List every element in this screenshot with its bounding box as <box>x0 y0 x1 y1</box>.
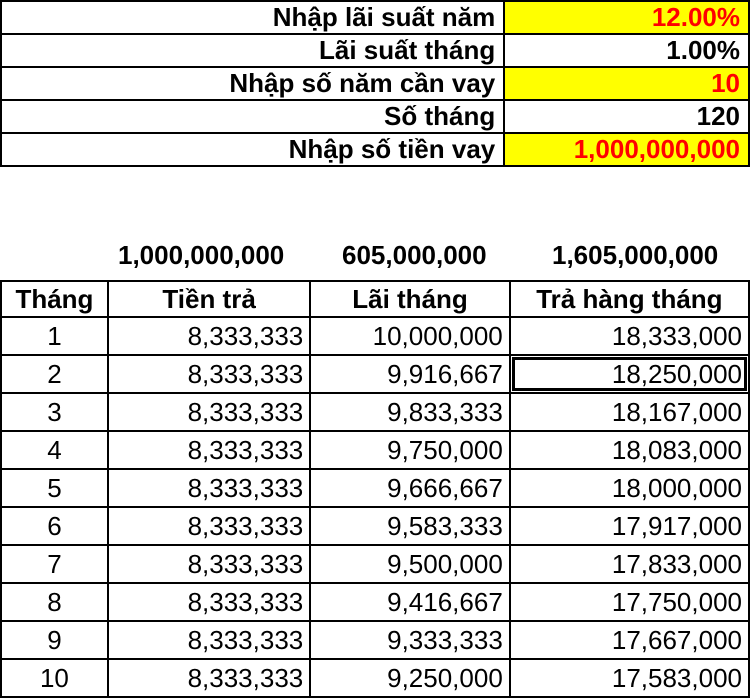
interest-cell[interactable]: 9,583,333 <box>309 506 511 546</box>
payment-cell[interactable]: 18,250,000 <box>508 354 750 394</box>
payment-cell[interactable]: 17,917,000 <box>508 506 750 546</box>
payment-cell[interactable]: 17,750,000 <box>508 582 750 622</box>
annual-rate-cell[interactable]: 12.00% <box>503 0 750 35</box>
principal-cell[interactable]: 8,333,333 <box>106 354 312 394</box>
month-cell[interactable]: 4 <box>0 430 109 470</box>
month-cell[interactable]: 2 <box>0 354 109 394</box>
total-payment-cell[interactable]: 1,605,000,000 <box>552 240 719 270</box>
principal-cell[interactable]: 8,333,333 <box>106 544 312 584</box>
month-cell[interactable]: 1 <box>0 316 109 356</box>
interest-cell[interactable]: 9,666,667 <box>309 468 511 508</box>
principal-cell[interactable]: 8,333,333 <box>106 468 312 508</box>
table-row: 1 8,333,333 10,000,000 18,333,000 <box>0 316 750 356</box>
month-cell[interactable]: 8 <box>0 582 109 622</box>
input-label: Nhập lãi suất năm <box>0 0 506 35</box>
schedule-header-row: Tháng Tiền trả Lãi tháng Trả hàng tháng <box>0 280 750 318</box>
interest-cell[interactable]: 9,833,333 <box>309 392 511 432</box>
repayment-schedule-table: Tháng Tiền trả Lãi tháng Trả hàng tháng … <box>0 280 750 698</box>
schedule-body: 1 8,333,333 10,000,000 18,333,000 2 8,333,333… <box>0 316 750 698</box>
payment-cell[interactable]: 18,333,000 <box>508 316 750 356</box>
table-row: 2 8,333,333 9,916,667 18,250,000 <box>0 354 750 394</box>
principal-cell[interactable]: 8,333,333 <box>106 430 312 470</box>
input-row-months: Số tháng 120 <box>0 99 750 134</box>
table-row: 7 8,333,333 9,500,000 17,833,000 <box>0 544 750 584</box>
table-row: 5 8,333,333 9,666,667 18,000,000 <box>0 468 750 508</box>
interest-cell[interactable]: 9,500,000 <box>309 544 511 584</box>
interest-cell[interactable]: 10,000,000 <box>309 316 511 356</box>
input-label: Nhập số năm cần vay <box>0 66 506 101</box>
payment-cell[interactable]: 17,833,000 <box>508 544 750 584</box>
header-interest[interactable]: Lãi tháng <box>309 280 511 318</box>
input-label: Lãi suất tháng <box>0 33 506 68</box>
loan-amount-cell[interactable]: 1,000,000,000 <box>503 132 750 167</box>
principal-cell[interactable]: 8,333,333 <box>106 582 312 622</box>
table-row: 3 8,333,333 9,833,333 18,167,000 <box>0 392 750 432</box>
input-row-monthly-rate: Lãi suất tháng 1.00% <box>0 33 750 68</box>
input-label: Nhập số tiền vay <box>0 132 506 167</box>
total-interest-cell[interactable]: 605,000,000 <box>342 240 487 270</box>
month-cell[interactable]: 3 <box>0 392 109 432</box>
month-cell[interactable]: 9 <box>0 620 109 660</box>
principal-cell[interactable]: 8,333,333 <box>106 658 312 698</box>
month-cell[interactable]: 7 <box>0 544 109 584</box>
input-label: Số tháng <box>0 99 506 134</box>
totals-row: 1,000,000,000 605,000,000 1,605,000,000 <box>0 240 750 274</box>
months-cell[interactable]: 120 <box>503 99 750 134</box>
principal-cell[interactable]: 8,333,333 <box>106 620 312 660</box>
interest-cell[interactable]: 9,250,000 <box>309 658 511 698</box>
interest-cell[interactable]: 9,916,667 <box>309 354 511 394</box>
interest-cell[interactable]: 9,333,333 <box>309 620 511 660</box>
years-cell[interactable]: 10 <box>503 66 750 101</box>
payment-cell[interactable]: 18,083,000 <box>508 430 750 470</box>
table-row: 6 8,333,333 9,583,333 17,917,000 <box>0 506 750 546</box>
principal-cell[interactable]: 8,333,333 <box>106 392 312 432</box>
table-row: 8 8,333,333 9,416,667 17,750,000 <box>0 582 750 622</box>
table-row: 9 8,333,333 9,333,333 17,667,000 <box>0 620 750 660</box>
principal-cell[interactable]: 8,333,333 <box>106 316 312 356</box>
total-principal-cell[interactable]: 1,000,000,000 <box>118 240 285 270</box>
payment-cell[interactable]: 18,167,000 <box>508 392 750 432</box>
principal-cell[interactable]: 8,333,333 <box>106 506 312 546</box>
header-principal[interactable]: Tiền trả <box>106 280 312 318</box>
input-row-years: Nhập số năm cần vay 10 <box>0 66 750 101</box>
input-row-loan-amount: Nhập số tiền vay 1,000,000,000 <box>0 132 750 167</box>
month-cell[interactable]: 6 <box>0 506 109 546</box>
input-row-annual-rate: Nhập lãi suất năm 12.00% <box>0 0 750 35</box>
table-row: 4 8,333,333 9,750,000 18,083,000 <box>0 430 750 470</box>
payment-cell[interactable]: 17,667,000 <box>508 620 750 660</box>
monthly-rate-cell[interactable]: 1.00% <box>503 33 750 68</box>
month-cell[interactable]: 5 <box>0 468 109 508</box>
header-month[interactable]: Tháng <box>0 280 109 318</box>
loan-input-table: Nhập lãi suất năm 12.00% Lãi suất tháng … <box>0 0 750 167</box>
month-cell[interactable]: 10 <box>0 658 109 698</box>
header-monthly-payment[interactable]: Trả hàng tháng <box>508 280 750 318</box>
table-row: 10 8,333,333 9,250,000 17,583,000 <box>0 658 750 698</box>
interest-cell[interactable]: 9,750,000 <box>309 430 511 470</box>
payment-cell[interactable]: 18,000,000 <box>508 468 750 508</box>
interest-cell[interactable]: 9,416,667 <box>309 582 511 622</box>
payment-cell[interactable]: 17,583,000 <box>508 658 750 698</box>
